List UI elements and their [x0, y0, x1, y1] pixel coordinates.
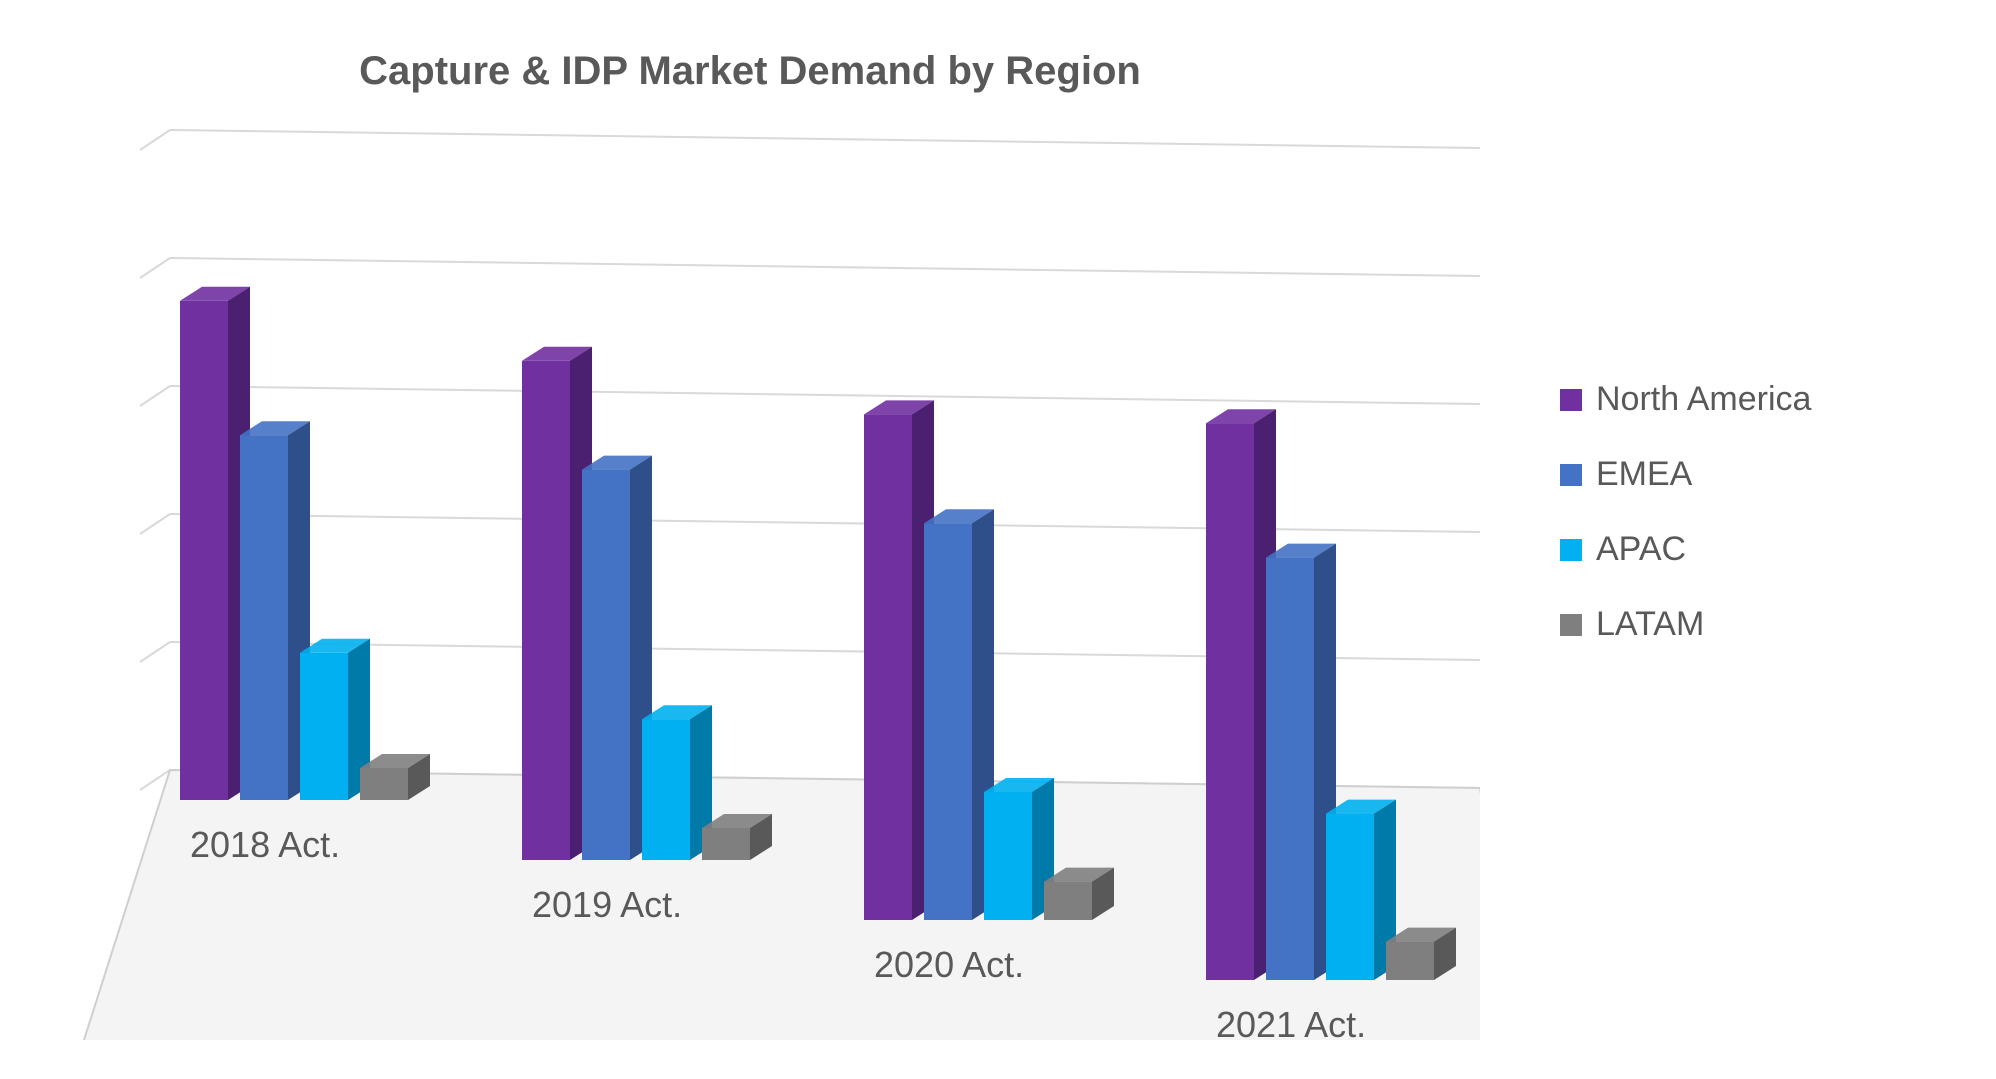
legend-label: APAC: [1596, 530, 1686, 569]
bar: [1386, 928, 1456, 980]
bar: [924, 509, 994, 920]
bar: [864, 400, 934, 920]
category-label: 2019 Act.: [532, 884, 682, 926]
bar: [522, 347, 592, 860]
legend: North America EMEA APAC LATAM: [1560, 380, 1960, 680]
legend-item: APAC: [1560, 530, 1960, 569]
bar: [1326, 800, 1396, 980]
category-label: 2018 Act.: [190, 824, 340, 866]
legend-label: North America: [1596, 380, 1811, 419]
legend-label: EMEA: [1596, 455, 1692, 494]
bar: [582, 456, 652, 860]
legend-item: LATAM: [1560, 605, 1960, 644]
legend-swatch: [1560, 539, 1582, 561]
bar: [984, 778, 1054, 920]
bar: [642, 705, 712, 860]
chart-title: Capture & IDP Market Demand by Region: [0, 49, 1500, 94]
legend-swatch: [1560, 389, 1582, 411]
chart-area: 2018 Act.2019 Act.2020 Act.2021 Act.: [60, 120, 1480, 1040]
legend-item: EMEA: [1560, 455, 1960, 494]
category-label: 2021 Act.: [1216, 1004, 1366, 1046]
legend-item: North America: [1560, 380, 1960, 419]
category-label: 2020 Act.: [874, 944, 1024, 986]
chart-svg: [60, 120, 1480, 1040]
bar: [240, 421, 310, 800]
legend-swatch: [1560, 464, 1582, 486]
legend-swatch: [1560, 614, 1582, 636]
bar: [1206, 409, 1276, 980]
legend-label: LATAM: [1596, 605, 1704, 644]
bar: [300, 639, 370, 800]
bar: [1044, 868, 1114, 920]
bar: [180, 287, 250, 800]
bar: [1266, 544, 1336, 980]
